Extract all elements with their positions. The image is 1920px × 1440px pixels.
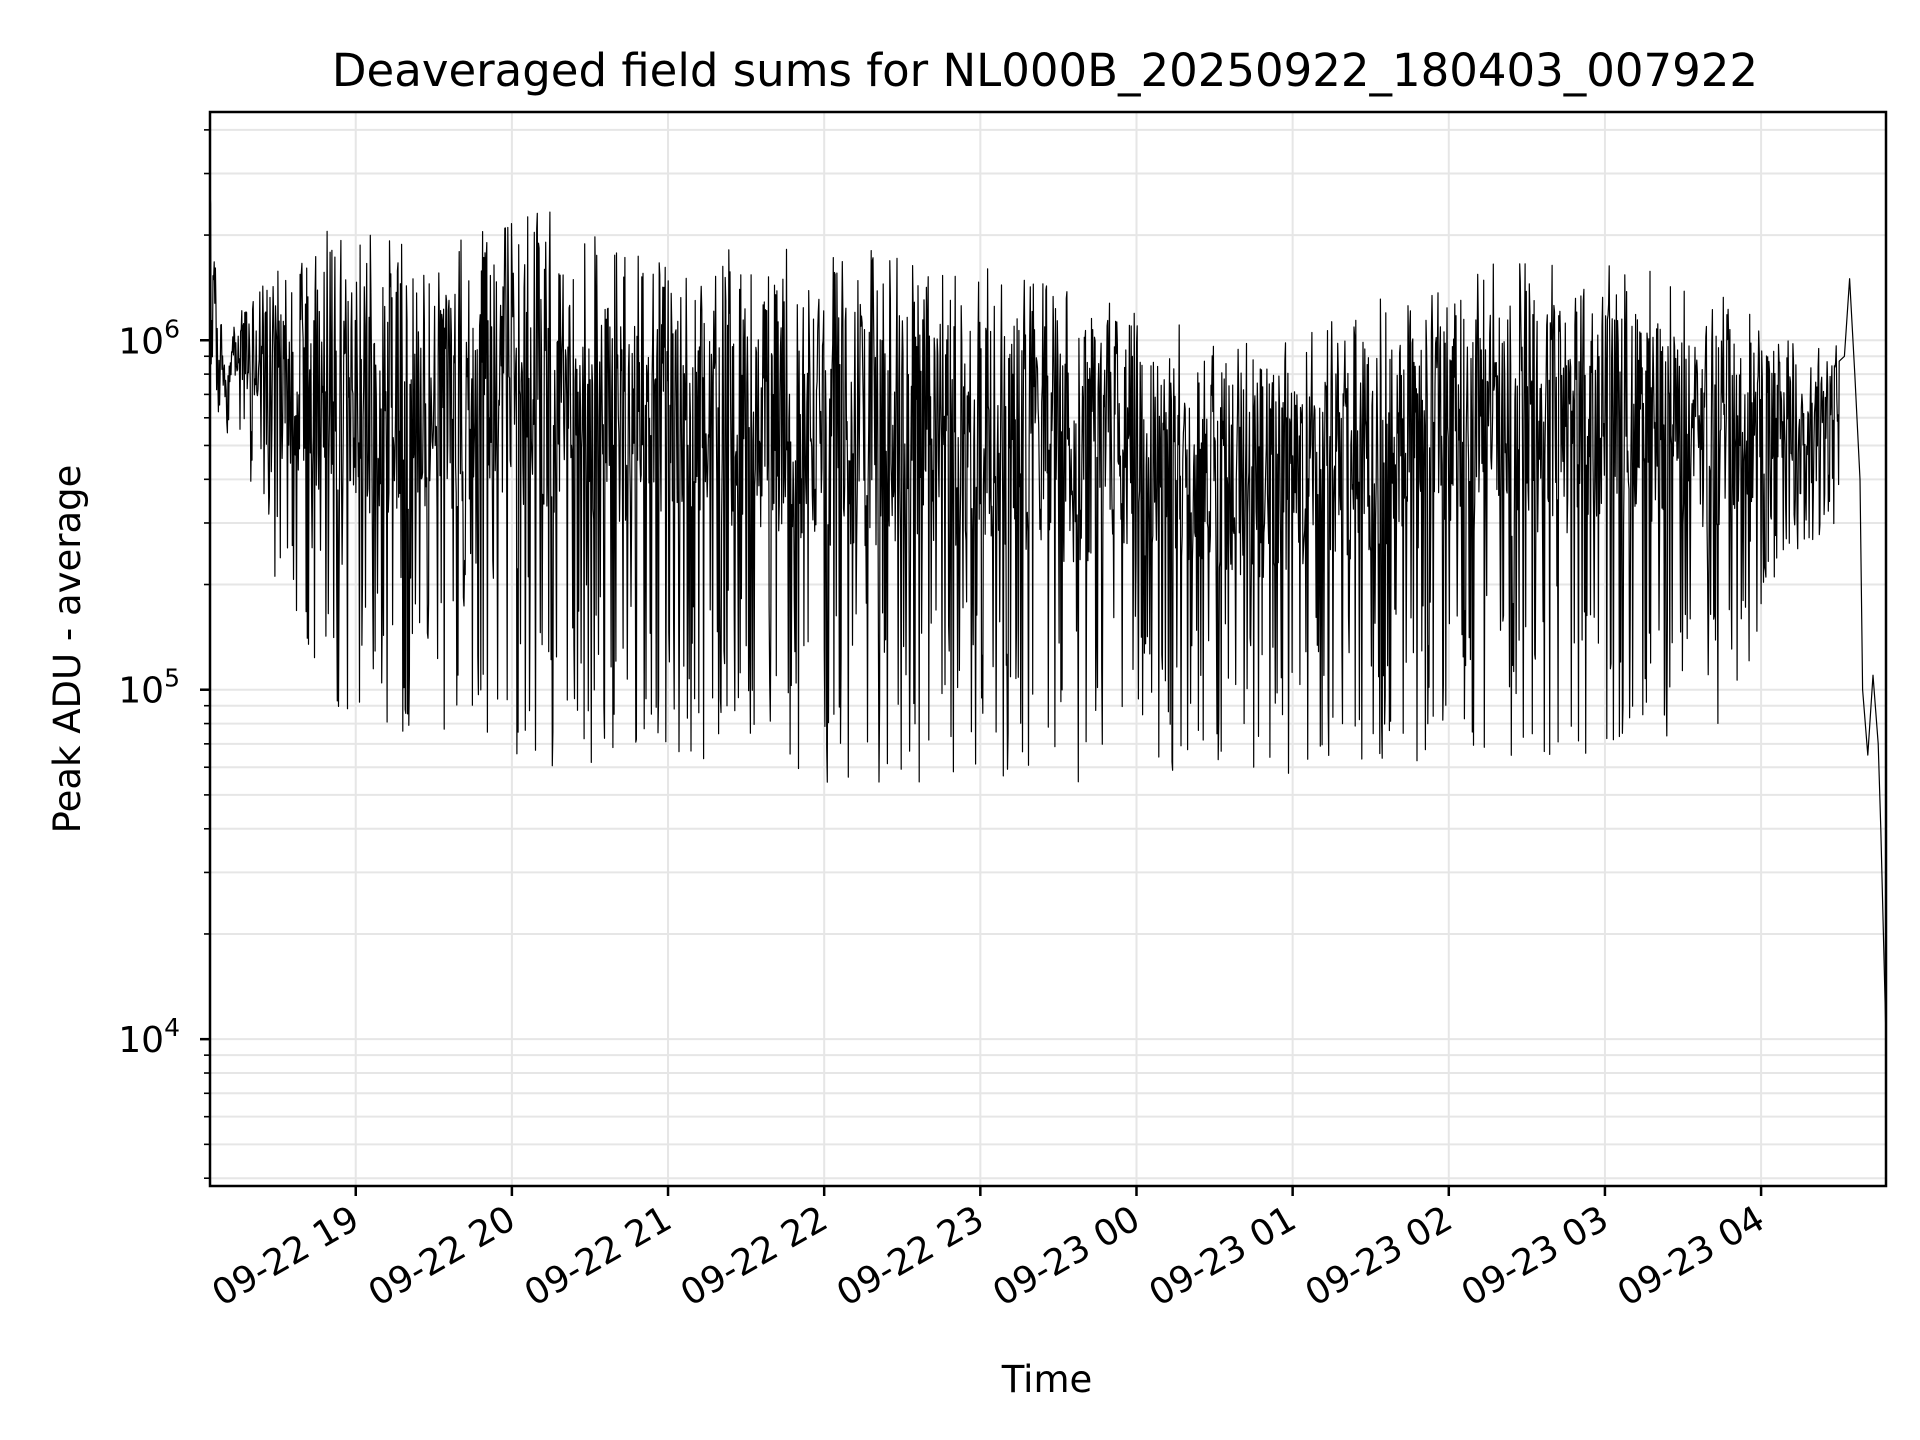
y-tick-label-exponent: 5 <box>164 664 180 693</box>
y-tick-label-base: 10 <box>118 671 164 712</box>
y-tick-label: 105 <box>118 664 180 712</box>
y-tick-label: 106 <box>118 314 180 362</box>
y-axis-label: Peak ADU - average <box>46 465 89 834</box>
y-tick-label-base: 10 <box>118 1020 164 1061</box>
x-tick-label: 09-23 04 <box>1611 1198 1772 1314</box>
x-tick-label: 09-23 01 <box>1142 1198 1303 1314</box>
x-tick-label: 09-23 00 <box>986 1198 1147 1314</box>
x-tick-label: 09-22 20 <box>362 1198 523 1314</box>
series-line <box>209 190 1887 1040</box>
x-tick-label: 09-23 03 <box>1455 1198 1616 1314</box>
x-tick-label: 09-22 21 <box>518 1198 679 1314</box>
x-tick-label: 09-22 22 <box>674 1198 835 1314</box>
series-polyline <box>209 190 1887 1040</box>
x-tick-label: 09-23 02 <box>1299 1198 1460 1314</box>
plot-frame <box>208 110 1888 1188</box>
y-tick-label-exponent: 6 <box>164 314 180 343</box>
y-tick-label: 104 <box>118 1013 180 1061</box>
x-tick-label: 09-22 23 <box>830 1198 991 1314</box>
chart-title: Deaveraged field sums for NL000B_2025092… <box>332 44 1758 97</box>
y-tick-label-base: 10 <box>118 321 164 362</box>
x-tick-label: 09-22 19 <box>206 1198 367 1314</box>
x-axis-label: Time <box>1001 1358 1093 1401</box>
y-tick-label-exponent: 4 <box>164 1013 180 1042</box>
